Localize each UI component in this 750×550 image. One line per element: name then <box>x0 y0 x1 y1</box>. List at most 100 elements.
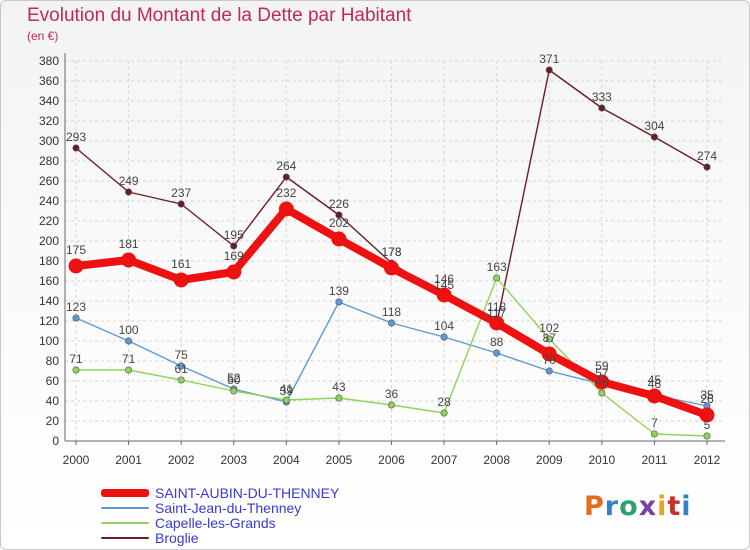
data-label: 304 <box>644 119 664 133</box>
data-point <box>121 252 137 268</box>
chart-unit: (en €) <box>27 29 59 43</box>
data-label: 249 <box>119 174 139 188</box>
x-tick-label: 2005 <box>326 453 353 467</box>
data-point <box>125 366 133 374</box>
x-tick-label: 2010 <box>588 453 615 467</box>
x-tick-label: 2004 <box>273 453 300 467</box>
data-label: 88 <box>490 335 504 349</box>
data-point <box>387 401 395 409</box>
data-point <box>72 144 80 152</box>
y-tick-label: 320 <box>39 114 59 128</box>
data-label: 71 <box>69 352 83 366</box>
data-label: 100 <box>119 323 139 337</box>
y-tick-label: 140 <box>39 294 59 308</box>
data-point <box>493 274 501 282</box>
data-label: 181 <box>119 237 139 251</box>
data-point <box>335 394 343 402</box>
data-point <box>598 104 606 112</box>
data-point <box>72 314 80 322</box>
data-label: 43 <box>332 380 346 394</box>
data-point <box>703 432 711 440</box>
data-label: 5 <box>704 418 711 432</box>
data-label: 57 <box>595 366 609 380</box>
y-tick-label: 300 <box>39 134 59 148</box>
data-label: 169 <box>224 249 244 263</box>
y-tick-label: 220 <box>39 214 59 228</box>
data-point <box>541 346 557 362</box>
data-label: 118 <box>487 300 506 314</box>
logo-letter: i <box>657 491 668 522</box>
data-point <box>598 389 606 397</box>
logo-letter: P <box>584 491 605 522</box>
data-label: 61 <box>174 362 188 376</box>
data-label: 46 <box>648 377 662 391</box>
data-label: 232 <box>276 186 296 200</box>
data-label: 52 <box>227 371 241 385</box>
logo-letter: x <box>638 491 658 522</box>
y-tick-label: 20 <box>46 414 60 428</box>
data-label: 87 <box>543 331 557 345</box>
data-label: 175 <box>66 243 86 257</box>
legend-label: Capelle-les-Grands <box>155 514 276 531</box>
logo-letter: i <box>681 491 692 522</box>
y-tick-label: 100 <box>39 334 59 348</box>
data-label: 28 <box>437 395 451 409</box>
chart-legend: SAINT-AUBIN-DU-THENNEY Saint-Jean-du-Then… <box>101 484 340 546</box>
data-label: 48 <box>595 375 609 389</box>
y-tick-label: 260 <box>39 174 59 188</box>
data-point <box>646 388 662 404</box>
legend-label: Saint-Jean-du-Thenney <box>155 499 302 516</box>
data-point <box>436 287 452 303</box>
y-tick-label: 200 <box>39 234 59 248</box>
x-tick-label: 2006 <box>378 453 405 467</box>
y-tick-label: 240 <box>39 194 59 208</box>
x-tick-label: 2002 <box>168 453 195 467</box>
legend-item: SAINT-AUBIN-DU-THENNEY <box>101 484 340 501</box>
data-point <box>650 430 658 438</box>
data-point <box>125 188 133 196</box>
data-point <box>387 319 395 327</box>
legend-item: Capelle-les-Grands <box>101 514 339 531</box>
y-tick-label: 180 <box>39 254 59 268</box>
data-point <box>177 200 185 208</box>
data-label: 178 <box>381 245 401 259</box>
data-label: 123 <box>66 300 86 314</box>
x-tick-label: 2003 <box>220 453 247 467</box>
y-tick-label: 340 <box>39 94 59 108</box>
y-tick-label: 380 <box>39 54 59 68</box>
data-label: 45 <box>648 373 662 387</box>
legend-label: SAINT-AUBIN-DU-THENNEY <box>155 484 340 501</box>
data-label: 59 <box>595 359 609 373</box>
data-point <box>699 407 715 423</box>
x-tick-label: 2000 <box>63 453 90 467</box>
data-label: 161 <box>171 257 191 271</box>
data-label: 50 <box>227 373 241 387</box>
y-tick-label: 280 <box>39 154 59 168</box>
data-label: 173 <box>381 245 401 259</box>
data-label: 202 <box>329 216 349 230</box>
data-point <box>72 366 80 374</box>
data-label: 102 <box>539 321 559 335</box>
legend-swatch <box>101 506 149 509</box>
data-label: 104 <box>434 319 454 333</box>
data-label: 333 <box>592 90 612 104</box>
data-label: 26 <box>700 392 714 406</box>
data-label: 237 <box>171 186 191 200</box>
data-label: 36 <box>385 387 399 401</box>
chart-axes: 0 20 40 60 80 100 120 140 160 180 200 220 240 260 280 3… <box>39 53 725 467</box>
data-point <box>173 272 189 288</box>
series-layer <box>68 66 715 440</box>
proxiti-logo: Proxiti <box>584 491 692 522</box>
data-point <box>489 315 505 331</box>
data-point <box>226 264 242 280</box>
data-label: 264 <box>276 159 296 173</box>
data-point <box>594 374 610 390</box>
data-label: 41 <box>280 382 294 396</box>
x-tick-label: 2011 <box>642 453 668 467</box>
data-point <box>545 335 553 343</box>
data-label: 274 <box>697 149 717 163</box>
logo-letter: r <box>604 491 620 522</box>
y-tick-label: 120 <box>39 314 59 328</box>
